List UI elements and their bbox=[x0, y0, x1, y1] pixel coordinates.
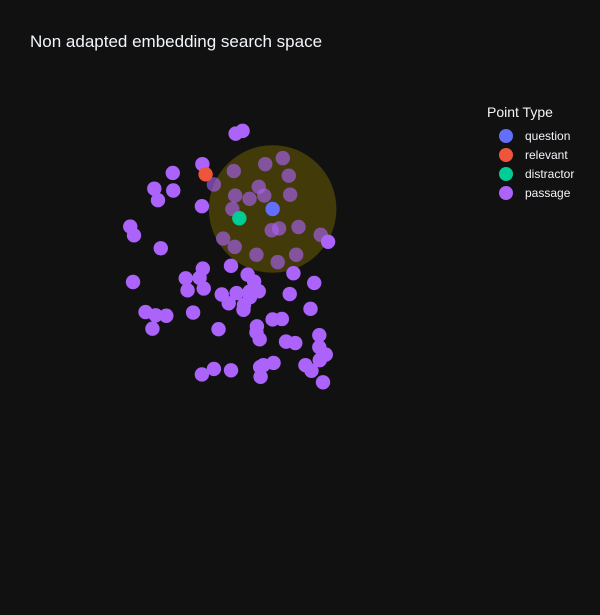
passage-point[interactable] bbox=[206, 177, 222, 192]
passage-point[interactable] bbox=[252, 332, 267, 347]
passage-point[interactable] bbox=[214, 287, 229, 302]
passage-point[interactable] bbox=[291, 219, 306, 235]
passage-point[interactable] bbox=[298, 358, 313, 373]
distractor-point[interactable] bbox=[232, 211, 247, 226]
passage-point[interactable] bbox=[281, 168, 296, 183]
points-layer bbox=[123, 123, 336, 390]
passage-point[interactable] bbox=[320, 234, 336, 249]
passage-point[interactable] bbox=[223, 363, 239, 378]
passage-point[interactable] bbox=[223, 258, 239, 274]
legend-item-passage[interactable]: passage bbox=[499, 183, 597, 202]
legend: Point Type question relevant distractor … bbox=[487, 104, 597, 202]
passage-point[interactable] bbox=[253, 369, 268, 384]
passage-point[interactable] bbox=[288, 247, 304, 262]
passage-point[interactable] bbox=[138, 304, 153, 320]
relevant-dot-icon bbox=[499, 147, 513, 162]
passage-point[interactable] bbox=[166, 183, 181, 198]
chart-title: Non adapted embedding search space bbox=[30, 32, 323, 51]
passage-point[interactable] bbox=[264, 223, 279, 238]
passage-point[interactable] bbox=[258, 156, 273, 172]
passage-point[interactable] bbox=[270, 254, 285, 270]
passage-point[interactable] bbox=[242, 191, 257, 207]
legend-label-relevant: relevant bbox=[525, 147, 568, 162]
relevant-point[interactable] bbox=[198, 167, 213, 182]
passage-point[interactable] bbox=[226, 163, 241, 179]
passage-point[interactable] bbox=[211, 321, 226, 337]
passage-point[interactable] bbox=[194, 199, 210, 214]
passage-point[interactable] bbox=[150, 192, 166, 208]
question-dot-icon bbox=[499, 128, 513, 143]
legend-label-passage: passage bbox=[525, 185, 571, 200]
passage-point[interactable] bbox=[315, 375, 331, 390]
passage-point[interactable] bbox=[282, 286, 297, 302]
legend-items: question relevant distractor passage bbox=[487, 126, 597, 202]
passage-point[interactable] bbox=[153, 241, 168, 256]
passage-point[interactable] bbox=[196, 281, 211, 296]
passage-point[interactable] bbox=[249, 247, 264, 262]
passage-point[interactable] bbox=[126, 228, 142, 243]
passage-point[interactable] bbox=[178, 271, 193, 286]
passage-point[interactable] bbox=[312, 327, 327, 343]
passage-point[interactable] bbox=[194, 367, 210, 382]
passage-point[interactable] bbox=[159, 308, 174, 323]
passage-point[interactable] bbox=[312, 352, 327, 368]
legend-item-question[interactable]: question bbox=[499, 126, 597, 145]
distractor-dot-icon bbox=[499, 166, 513, 181]
passage-point[interactable] bbox=[185, 305, 201, 320]
passage-point[interactable] bbox=[229, 285, 244, 301]
passage-point[interactable] bbox=[307, 275, 322, 291]
legend-item-distractor[interactable]: distractor bbox=[499, 164, 597, 183]
passage-point[interactable] bbox=[147, 181, 162, 196]
passage-point[interactable] bbox=[227, 188, 243, 203]
passage-point[interactable] bbox=[257, 188, 272, 203]
passage-point[interactable] bbox=[275, 150, 290, 166]
legend-item-relevant[interactable]: relevant bbox=[499, 145, 597, 164]
passage-point[interactable] bbox=[286, 266, 301, 281]
passage-point[interactable] bbox=[282, 187, 298, 202]
passage-point[interactable] bbox=[274, 311, 290, 327]
passage-point[interactable] bbox=[206, 361, 222, 377]
passage-point[interactable] bbox=[125, 274, 141, 290]
passage-point[interactable] bbox=[303, 301, 318, 317]
legend-label-question: question bbox=[525, 128, 571, 143]
passage-point[interactable] bbox=[180, 283, 195, 298]
passage-point[interactable] bbox=[227, 239, 242, 255]
passage-point[interactable] bbox=[235, 123, 250, 139]
passage-point[interactable] bbox=[288, 335, 303, 351]
passage-point[interactable] bbox=[145, 321, 160, 336]
passage-point[interactable] bbox=[215, 231, 231, 246]
legend-title: Point Type bbox=[487, 104, 553, 120]
passage-point[interactable] bbox=[236, 302, 251, 317]
passage-dot-icon bbox=[499, 185, 513, 200]
passage-point[interactable] bbox=[165, 165, 180, 181]
legend-label-distractor: distractor bbox=[525, 166, 575, 181]
question-point[interactable] bbox=[265, 201, 280, 217]
